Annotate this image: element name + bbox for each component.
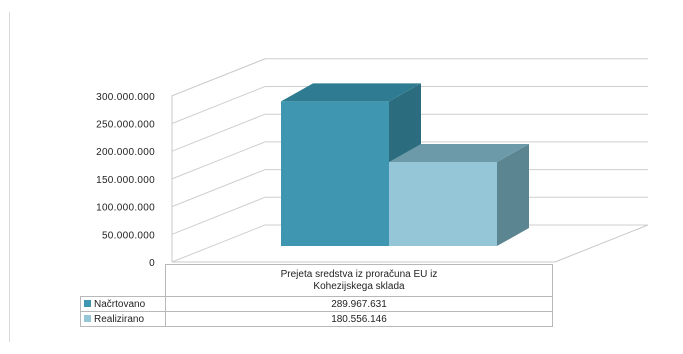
y-tick-label: 100.000.000 (96, 203, 155, 214)
series-name: Realizirano (94, 313, 145, 325)
series-name: Načrtovano (94, 298, 146, 310)
table-row: Realizirano 180.556.146 (80, 311, 553, 327)
category-label: Prejeta sredstva iz proračuna EU iz Kohe… (165, 264, 553, 297)
y-tick-label: 250.000.000 (96, 120, 155, 131)
y-axis-tick-labels: 0 50.000.000 100.000.000 150.000.000 200.000… (96, 92, 155, 269)
legend-key-planned: Načrtovano (80, 296, 166, 312)
bar-front (389, 161, 497, 246)
bar-front (281, 101, 389, 246)
legend-swatch-planned (84, 300, 91, 308)
category-label-line-1: Prejeta sredstva iz proračuna EU iz (280, 268, 438, 280)
y-tick-label: 150.000.000 (96, 175, 155, 186)
y-tick-label: 200.000.000 (96, 147, 155, 158)
table-corner (80, 264, 166, 297)
y-tick-label: 300.000.000 (96, 92, 155, 103)
category-label-line-2: Kohezijskega sklada (313, 280, 405, 292)
left-border-line (9, 12, 10, 342)
chart-data-table: Prejeta sredstva iz proračuna EU iz Kohe… (80, 264, 553, 327)
y-tick-label: 50.000.000 (102, 230, 155, 241)
y-tick-label: 0 (149, 258, 155, 269)
floor-edge (172, 224, 649, 263)
bar-side (497, 143, 529, 246)
value-cell: 180.556.146 (165, 311, 553, 327)
legend-swatch-realized (84, 315, 91, 323)
legend-key-realized: Realizirano (80, 311, 166, 327)
gridline (171, 58, 648, 97)
bar-realized (389, 143, 529, 246)
table-row: Načrtovano 289.967.631 (80, 296, 553, 312)
gridline (171, 113, 648, 152)
table-header-row: Prejeta sredstva iz proračuna EU iz Kohe… (80, 264, 553, 297)
bar-top (281, 83, 421, 102)
chart-bars (281, 83, 529, 246)
gridline (171, 141, 648, 180)
value-cell: 289.967.631 (165, 296, 553, 312)
bar-top (389, 143, 529, 162)
gridline (171, 86, 648, 124)
